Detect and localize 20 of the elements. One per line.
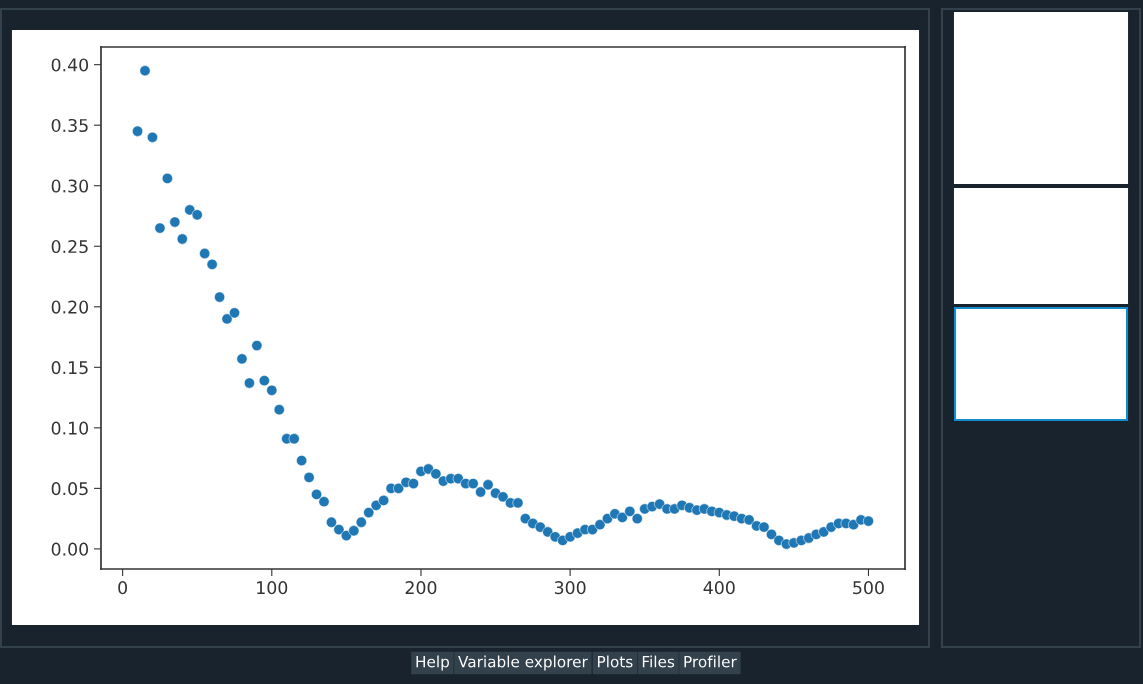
y-tick-label: 0.40 [51,58,89,72]
y-tick-label: 0.10 [51,421,89,435]
x-tick-label: 400 [703,581,735,595]
text: Variable explorer [458,655,588,671]
x-tick-label: 200 [405,581,437,595]
y-tick-label: 0.00 [51,542,89,556]
y-tick-label: 0.35 [51,118,88,133]
text: Help [416,655,449,671]
x-tick-label: 100 [257,581,288,595]
text: Plots [598,655,633,668]
y-tick-label: 0.30 [51,179,89,193]
y-tick-label: 0.20 [51,300,89,314]
x-tick-label: 0 [118,581,127,595]
text: Files [642,655,675,668]
y-tick-label: 0.05 [51,482,88,496]
text: Profiler [684,655,737,668]
y-tick-label: 0.15 [51,361,88,375]
y-tick-label: 0.25 [51,239,88,254]
x-tick-label: 500 [853,581,884,595]
x-tick-label: 300 [554,581,586,595]
